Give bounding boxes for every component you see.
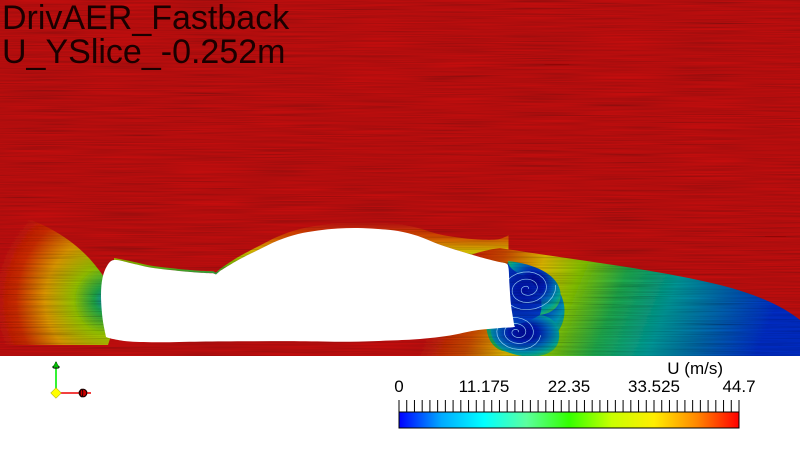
- svg-text:11.175: 11.175: [459, 377, 510, 396]
- svg-text:DrivAER_Fastback: DrivAER_Fastback: [2, 0, 290, 37]
- svg-text:33.525: 33.525: [628, 377, 680, 396]
- svg-text:0: 0: [394, 377, 403, 396]
- svg-text:U (m/s): U (m/s): [667, 359, 723, 378]
- svg-text:U_YSlice_-0.252m: U_YSlice_-0.252m: [2, 33, 285, 71]
- svg-text:22.35: 22.35: [548, 377, 591, 396]
- svg-text:44.7: 44.7: [722, 377, 755, 396]
